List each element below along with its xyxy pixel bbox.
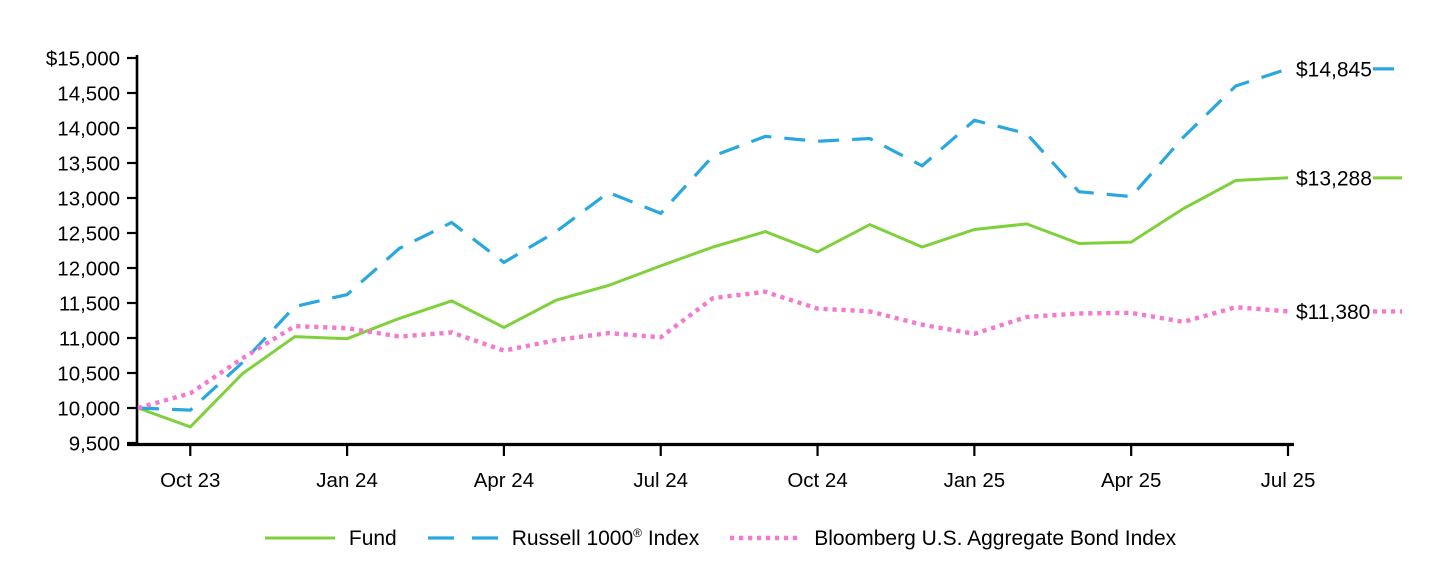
fund-end-value-label: $13,288 bbox=[1296, 167, 1372, 190]
y-tick-label: 10,500 bbox=[57, 363, 120, 386]
y-tick-label: 12,500 bbox=[57, 223, 120, 246]
x-tick-label: Oct 24 bbox=[787, 469, 847, 492]
y-tick-label: 9,500 bbox=[69, 433, 120, 456]
y-tick-label: 13,000 bbox=[57, 188, 120, 211]
legend-label-fund: Fund bbox=[348, 526, 397, 550]
x-axis: Oct 23 Jan 24 Apr 24 Jul 24 Oct 24 Jan 25 Apr … bbox=[127, 442, 1316, 492]
x-tick-label: Jul 25 bbox=[1261, 469, 1316, 492]
legend-label-russell-1000-index: Russell 1000® Index bbox=[511, 526, 700, 550]
series-bloomberg-u-s-aggregate-bond-index: $11,380 bbox=[137, 289, 1402, 411]
y-tick-label: 11,500 bbox=[59, 293, 120, 316]
x-tick-label: Apr 24 bbox=[474, 469, 534, 492]
x-tick-label: Apr 25 bbox=[1101, 469, 1161, 492]
series-fund: $13,288 bbox=[137, 167, 1402, 429]
y-axis: 9,500 10,000 10,500 11,000 11,500 12,000 12,50… bbox=[46, 48, 139, 456]
y-tick-label: 13,500 bbox=[57, 153, 120, 176]
x-tick-label: Jan 24 bbox=[316, 469, 378, 492]
fund-line bbox=[137, 176, 1289, 429]
x-tick-label: Jul 24 bbox=[633, 469, 688, 492]
series-russell-1000-index: $14,845 bbox=[137, 58, 1402, 412]
legend-item-fund: Fund bbox=[264, 528, 397, 549]
legend-label-bloomberg-u-s-aggregate-bond-index: Bloomberg U.S. Aggregate Bond Index bbox=[814, 526, 1177, 550]
legend-swatch-solid-line bbox=[264, 536, 335, 540]
chart-legend: Fund Russell 1000® Index Bloomberg U.S. Ag… bbox=[0, 527, 1440, 549]
russell-1000-index-line bbox=[137, 67, 1289, 412]
bloomberg-u-s-aggregate-bond-index-line bbox=[137, 289, 1289, 411]
x-tick-label: Jan 25 bbox=[944, 469, 1006, 492]
x-tick-label: Oct 23 bbox=[160, 469, 220, 492]
legend-item-russell-1000-index: Russell 1000® Index bbox=[427, 527, 699, 549]
legend-item-bloomberg-u-s-aggregate-bond-index: Bloomberg U.S. Aggregate Bond Index bbox=[729, 528, 1176, 549]
y-tick-label: 10,000 bbox=[57, 398, 120, 421]
bloomberg-u-s-aggregate-bond-index-end-value-label: $11,380 bbox=[1296, 301, 1370, 324]
y-tick-label: 12,000 bbox=[57, 258, 120, 281]
legend-swatch-dashed-line bbox=[427, 536, 498, 540]
legend-swatch-dotted-line bbox=[730, 535, 801, 541]
y-tick-label: 11,000 bbox=[59, 328, 120, 351]
y-tick-label: 14,000 bbox=[57, 118, 120, 141]
y-tick-label: $15,000 bbox=[46, 48, 120, 71]
y-tick-label: 14,500 bbox=[57, 83, 120, 106]
russell-1000-index-end-value-label: $14,845 bbox=[1296, 58, 1372, 81]
